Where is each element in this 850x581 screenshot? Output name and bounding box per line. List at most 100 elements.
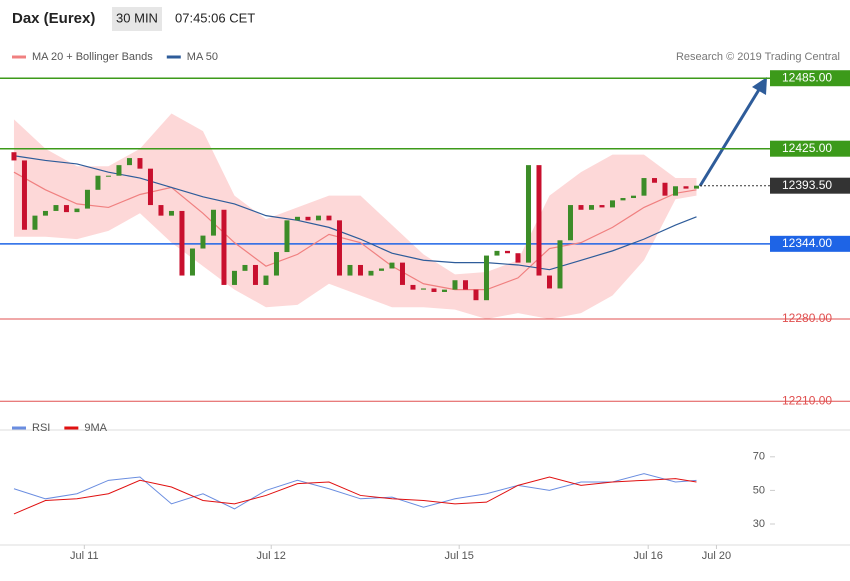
- x-tick-label: Jul 12: [257, 550, 286, 562]
- candle: [74, 208, 80, 213]
- candle: [399, 262, 405, 285]
- candle: [63, 205, 69, 213]
- level-box: [770, 177, 850, 194]
- candle: [137, 158, 143, 169]
- candle: [336, 220, 342, 276]
- candle: [515, 253, 521, 263]
- candle: [210, 209, 216, 236]
- candle: [378, 268, 384, 271]
- candle: [599, 205, 605, 208]
- timeframe: 30 MIN: [116, 10, 158, 25]
- candle: [105, 175, 111, 177]
- candle: [21, 160, 27, 230]
- candle: [567, 205, 573, 241]
- candle: [200, 235, 206, 249]
- candle: [420, 288, 426, 290]
- candle: [116, 165, 122, 176]
- x-tick-label: Jul 15: [445, 550, 474, 562]
- credit: Research © 2019 Trading Central: [676, 51, 840, 63]
- candle: [158, 205, 164, 216]
- candle: [368, 270, 374, 276]
- candle: [221, 209, 227, 285]
- candle: [662, 182, 668, 196]
- candle: [357, 264, 363, 276]
- candle: [441, 289, 447, 292]
- y-tick-label: 70: [753, 451, 765, 463]
- level-label: 12210.00: [782, 393, 832, 407]
- candle: [641, 178, 647, 196]
- level-label: 12425.00: [782, 141, 832, 155]
- candle: [588, 205, 594, 210]
- candle: [126, 158, 132, 166]
- candle: [431, 288, 437, 292]
- legend-label: 9MA: [84, 422, 107, 434]
- candle: [263, 275, 269, 285]
- y-tick-label: 50: [753, 484, 765, 496]
- candle: [620, 198, 626, 201]
- candle: [651, 178, 657, 183]
- level-label: 12344.00: [782, 236, 832, 250]
- candle: [42, 210, 48, 216]
- ma-line: [13, 155, 697, 271]
- candle: [609, 200, 615, 208]
- legend-label: MA 50: [187, 51, 218, 63]
- candle: [536, 165, 542, 276]
- candle: [252, 264, 258, 285]
- candle: [273, 252, 279, 276]
- level-box: [770, 140, 850, 157]
- candle: [672, 186, 678, 196]
- candle: [326, 215, 332, 221]
- candle: [84, 189, 90, 209]
- level-box: [770, 235, 850, 252]
- candle: [462, 280, 468, 290]
- arrow-head: [752, 77, 767, 95]
- candle: [242, 264, 248, 271]
- x-tick-label: Jul 11: [70, 550, 99, 562]
- x-tick-label: Jul 20: [702, 550, 731, 562]
- arrow: [698, 87, 762, 187]
- candle: [557, 240, 563, 289]
- candle: [504, 250, 510, 254]
- level-label: 12280.00: [782, 311, 832, 325]
- candle: [179, 210, 185, 276]
- level-box: [770, 70, 850, 87]
- candle: [168, 210, 174, 216]
- ma-line: [13, 171, 697, 291]
- candle: [284, 220, 290, 253]
- candle: [452, 280, 458, 290]
- candle: [53, 205, 59, 211]
- time: 07:45:06 CET: [175, 10, 255, 25]
- candle: [32, 215, 38, 230]
- candle: [630, 195, 636, 199]
- candle: [347, 264, 353, 276]
- rsi-line: [13, 473, 697, 510]
- candle: [147, 168, 153, 206]
- candle: [189, 248, 195, 276]
- candle: [231, 270, 237, 285]
- candle: [546, 275, 552, 289]
- level-label: 12485.00: [782, 70, 832, 84]
- y-tick-label: 30: [753, 518, 765, 530]
- candle: [305, 216, 311, 221]
- rsi-line: [13, 476, 697, 515]
- candle: [315, 215, 321, 221]
- candle: [683, 186, 689, 189]
- timeframe-box: [112, 7, 162, 31]
- candle: [473, 289, 479, 301]
- level-label: 12393.50: [782, 178, 832, 192]
- bollinger-band: [13, 113, 697, 319]
- candle: [483, 255, 489, 301]
- candle: [95, 175, 101, 190]
- candle: [525, 165, 531, 263]
- candle: [494, 250, 500, 256]
- candle: [389, 262, 395, 269]
- candle: [294, 216, 300, 221]
- legend-label: RSI: [32, 422, 50, 434]
- x-tick-label: Jul 16: [634, 550, 663, 562]
- candle: [410, 284, 416, 290]
- candle: [11, 152, 17, 161]
- legend-label: MA 20 + Bollinger Bands: [32, 51, 153, 63]
- candle: [578, 205, 584, 210]
- candle: [693, 185, 699, 189]
